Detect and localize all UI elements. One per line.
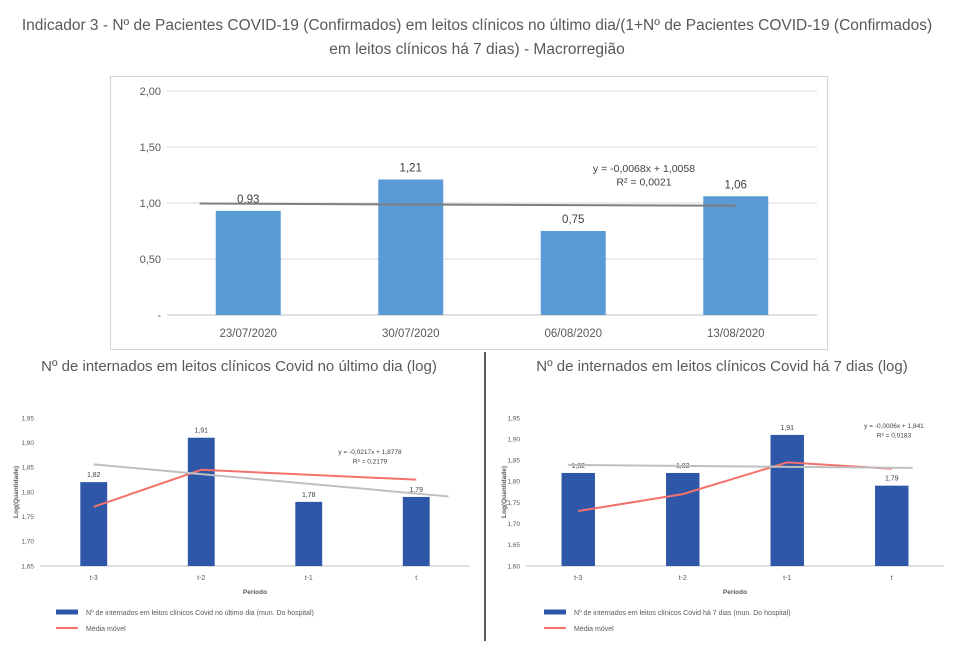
trendline-equation: y = -0,0068x + 1,0058 <box>593 163 695 175</box>
data-label: 1,91 <box>780 425 794 432</box>
data-label: 1,82 <box>87 472 101 479</box>
y-tick-label: 1,65 <box>507 542 520 549</box>
data-label: 1,79 <box>409 487 423 494</box>
y-tick-label: 2,00 <box>140 86 161 98</box>
y-tick-label: 1,60 <box>507 563 520 570</box>
bar <box>215 210 281 315</box>
y-axis-title: Log(Quantidade) <box>13 466 20 518</box>
y-tick-label: 1,85 <box>21 465 34 472</box>
trendline-equation: y = -0,0217x + 1,8778 <box>338 449 402 456</box>
main-chart-area: -0,50 1,00 1,50 2,00 0,93 23/07/2020 1,21 30/07… <box>110 76 828 350</box>
x-tick-label: 13/08/2020 <box>707 328 765 340</box>
x-tick-label: t-1 <box>783 575 791 582</box>
bar <box>187 437 215 566</box>
legend-label: Nº de internados em leitos clínicos Covi… <box>86 610 314 617</box>
right-chart: 1,60 1,65 1,70 1,75 1,80 1,85 1,90 1,95 1,82 t-3 1… <box>501 415 944 633</box>
y-tick-label: - <box>157 310 161 322</box>
y-tick-label: 1,90 <box>507 436 520 443</box>
trendline-equation: y = -0,0006x + 1,841 <box>864 423 924 430</box>
y-tick-label: 0,50 <box>140 254 161 266</box>
x-tick-label: 30/07/2020 <box>382 328 440 340</box>
y-tick-label: 1,65 <box>21 563 34 570</box>
x-tick-label: t-3 <box>90 575 98 582</box>
trendline <box>567 463 913 469</box>
y-tick-label: 1,80 <box>21 489 34 496</box>
bar <box>378 179 444 315</box>
x-tick-label: 23/07/2020 <box>219 328 277 340</box>
data-label: 1,82 <box>571 463 585 470</box>
data-label: 1,78 <box>302 492 316 499</box>
right-chart-area: 1,60 1,65 1,70 1,75 1,80 1,85 1,90 1,95 1,82 t-3 1… <box>496 408 950 641</box>
panel-divider <box>484 352 486 641</box>
trendline-r2: R² = 0,0183 <box>877 433 912 440</box>
x-tick-label: t-1 <box>305 575 313 582</box>
y-tick-label: 1,80 <box>507 479 520 486</box>
bar <box>666 472 700 566</box>
legend-label: Média móvel <box>574 626 614 633</box>
bar <box>561 472 595 566</box>
left-chart-area: 1,65 1,70 1,75 1,80 1,85 1,90 1,95 1,82 t-3 1,91 t… <box>8 408 478 641</box>
moving-average-line <box>578 461 892 513</box>
data-label: 1,21 <box>400 162 422 174</box>
right-chart-title: Nº de internados em leitos clínicos Covi… <box>536 358 908 375</box>
y-tick-label: 1,70 <box>507 521 520 528</box>
x-tick-label: t-2 <box>679 575 687 582</box>
main-chart-title: Indicador 3 - Nº de Pacientes COVID-19 (… <box>21 17 933 58</box>
bar <box>540 231 606 315</box>
x-axis-title: Período <box>723 589 747 596</box>
x-tick-label: t-2 <box>197 575 205 582</box>
y-tick-label: 1,75 <box>507 500 520 507</box>
y-axis-title: Log(Quantidade) <box>501 466 508 518</box>
data-label: 0,75 <box>562 214 584 226</box>
trendline <box>199 202 736 207</box>
bar <box>80 482 108 566</box>
y-tick-label: 1,75 <box>21 514 34 521</box>
trendline <box>93 463 449 498</box>
data-label: 1,91 <box>194 428 208 435</box>
moving-average-line <box>93 468 417 508</box>
bar <box>875 485 909 566</box>
y-tick-label: 1,95 <box>21 415 34 422</box>
trendline-r2: R² = 0,2179 <box>353 459 388 466</box>
bar <box>402 496 430 566</box>
legend-label: Média móvel <box>86 626 126 633</box>
x-tick-label: 06/08/2020 <box>544 328 602 340</box>
y-tick-label: 1,70 <box>21 539 34 546</box>
bar <box>770 434 804 566</box>
bar <box>295 501 323 566</box>
y-tick-label: 1,00 <box>140 198 161 210</box>
x-axis-title: Período <box>243 589 267 596</box>
left-chart-title: Nº de internados em leitos clínicos Covi… <box>41 358 437 375</box>
x-tick-label: t-3 <box>574 575 582 582</box>
y-tick-label: 1,85 <box>507 458 520 465</box>
y-tick-label: 1,90 <box>21 440 34 447</box>
legend-label: Nº de internados em leitos clínicos Covi… <box>574 610 791 617</box>
trendline-r2: R² = 0,0021 <box>616 177 671 189</box>
x-tick-label: t <box>415 575 417 582</box>
main-chart: -0,501,001,502,000,9323/07/20201,2130/07… <box>140 86 817 340</box>
data-label: 1,79 <box>885 476 899 483</box>
bar <box>703 196 769 315</box>
y-tick-label: 1,50 <box>140 142 161 154</box>
y-tick-label: 1,95 <box>507 415 520 422</box>
left-chart: 1,65 1,70 1,75 1,80 1,85 1,90 1,95 1,82 t-3 1,91 t… <box>13 415 470 633</box>
x-tick-label: t <box>891 575 893 582</box>
data-label: 1,06 <box>725 179 747 191</box>
